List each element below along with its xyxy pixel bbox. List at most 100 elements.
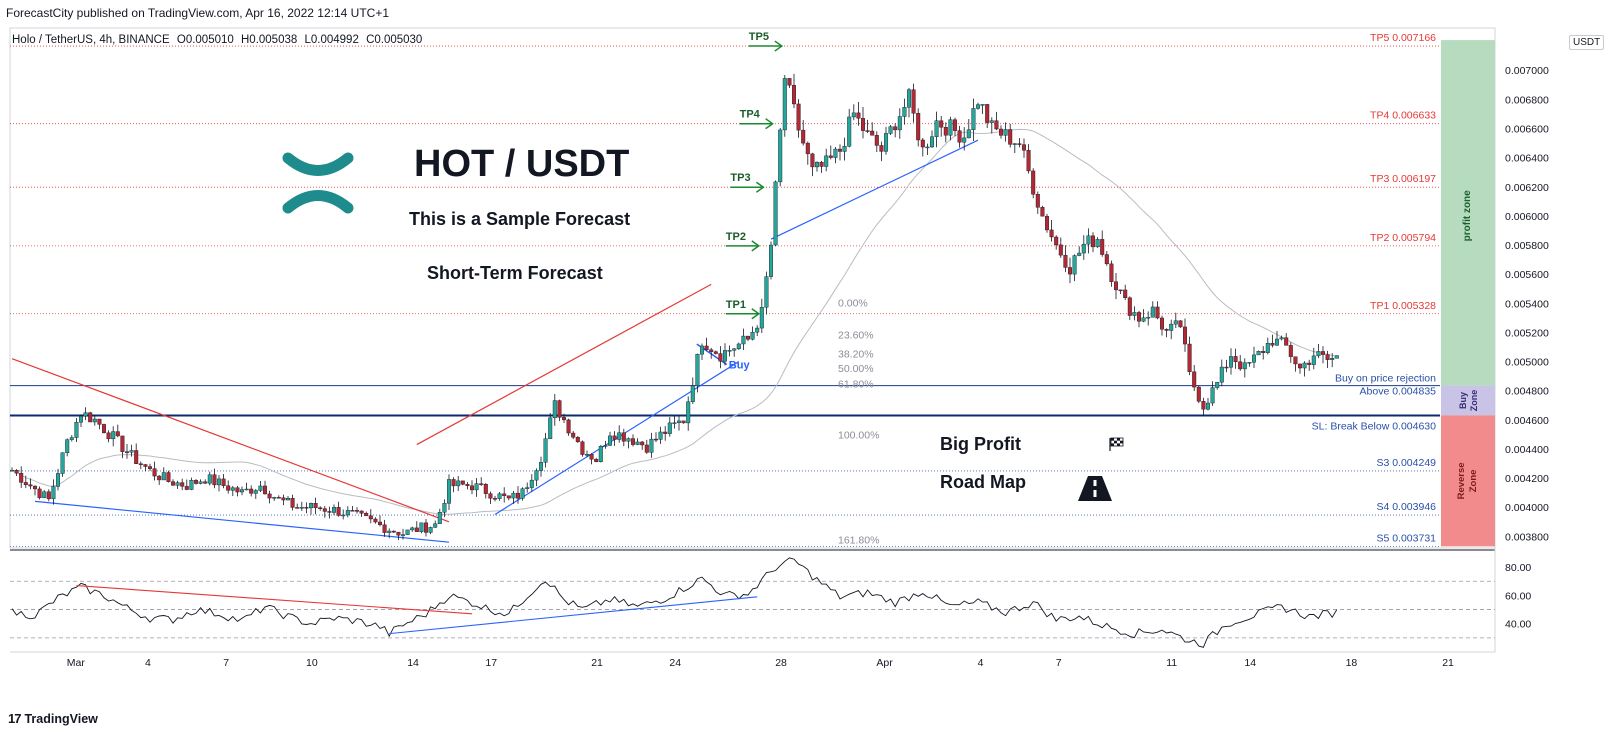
currency-badge[interactable]: USDT <box>1569 35 1605 50</box>
candle-body <box>884 133 889 152</box>
candle-body <box>276 497 281 499</box>
candle-body <box>216 478 221 486</box>
candle-body <box>193 480 198 484</box>
legend-open: O0.005010 <box>176 34 234 46</box>
profit-zone <box>1441 40 1495 386</box>
candle-body <box>1072 255 1077 275</box>
candle-body <box>1155 306 1160 319</box>
candle-body <box>1003 129 1008 136</box>
y-tick-label: 0.004000 <box>1505 502 1549 514</box>
candle-body <box>1040 207 1045 217</box>
candle-body <box>1169 323 1174 331</box>
candle-body <box>1242 362 1247 370</box>
candle-body <box>483 484 488 494</box>
candle-body <box>1127 297 1132 316</box>
candle-body <box>359 510 364 514</box>
candle-body <box>428 527 433 533</box>
candle-body <box>327 511 332 513</box>
candle-body <box>345 510 350 516</box>
y-tick-label: 0.006400 <box>1505 153 1549 165</box>
candle-body <box>1215 381 1220 388</box>
candle-body <box>1086 235 1091 245</box>
late-support-line <box>770 139 979 240</box>
candle-body <box>106 432 111 440</box>
candle-body <box>33 485 38 490</box>
y-tick-label: 0.005800 <box>1505 240 1549 252</box>
candle-body <box>19 472 24 483</box>
y-tick-label: 0.006000 <box>1505 211 1549 223</box>
candle-body <box>437 512 442 524</box>
candle-body <box>723 350 728 362</box>
candle-body <box>143 464 148 467</box>
fib-level-label: 100.00% <box>838 429 879 441</box>
candle-body <box>253 490 258 494</box>
candle-body <box>571 432 576 438</box>
candle-body <box>396 531 401 536</box>
candle-body <box>115 431 120 437</box>
candle-body <box>286 498 291 501</box>
tp-level-label: TP1 0.005328 <box>1370 300 1436 312</box>
tradingview-logo[interactable]: 17 TradingView <box>8 711 98 726</box>
x-tick-label: 11 <box>1166 657 1177 669</box>
candle-body <box>879 145 884 152</box>
candle-body <box>1022 144 1027 151</box>
candle-body <box>419 522 424 532</box>
candle-body <box>378 521 383 526</box>
y-tick-label: 0.006200 <box>1505 182 1549 194</box>
candle-body <box>442 503 447 513</box>
stop-loss-label: SL: Break Below 0.004630 <box>1312 420 1436 432</box>
candle-body <box>1182 326 1187 345</box>
candle-body <box>1012 143 1017 145</box>
candle-body <box>700 345 705 355</box>
tp-arrow: TP1 <box>725 299 761 320</box>
candle-body <box>686 401 691 424</box>
candle-body <box>138 463 143 465</box>
rising-channel-top-line <box>416 283 712 446</box>
x-tick-label: 7 <box>223 657 229 669</box>
candle-body <box>42 491 47 498</box>
candle-body <box>184 486 189 490</box>
tp-arrow-label: TP1 <box>726 299 746 311</box>
tradingview-mark-icon: 17 <box>8 711 22 726</box>
candle-body <box>1136 312 1141 322</box>
candle-body <box>309 503 314 509</box>
candle-body <box>129 450 134 453</box>
candle-body <box>410 527 415 531</box>
candle-body <box>833 148 838 158</box>
fib-level-label: 38.20% <box>838 349 874 361</box>
candle-body <box>69 437 74 440</box>
candle-body <box>1316 351 1321 357</box>
fib-level-label: 161.80% <box>838 534 879 546</box>
candle-body <box>511 492 516 499</box>
big-profit-label: Big Profit <box>940 434 1021 454</box>
tp-level-label: TP2 0.005794 <box>1370 232 1436 244</box>
short-term-label: Short-Term Forecast <box>427 263 603 283</box>
candle-body <box>672 422 677 424</box>
candle-body <box>350 510 355 512</box>
candle-body <box>985 104 990 123</box>
candle-body <box>1334 355 1339 359</box>
y-tick-label: 0.004600 <box>1505 415 1549 427</box>
x-tick-label: 10 <box>306 657 318 669</box>
candle-body <box>580 441 585 455</box>
candle-body <box>1265 343 1270 353</box>
y-tick-label: 0.004400 <box>1505 444 1549 456</box>
candle-body <box>529 479 534 488</box>
candle-body <box>166 472 171 482</box>
candle-body <box>272 497 277 499</box>
y-tick-label: 0.003800 <box>1505 531 1549 543</box>
candle-body <box>364 513 369 517</box>
candle-body <box>617 432 622 440</box>
candle-body <box>796 103 801 131</box>
candle-body <box>1035 194 1040 208</box>
candle-body <box>88 412 93 423</box>
candle-body <box>1251 354 1256 363</box>
x-tick-label: 4 <box>978 657 984 669</box>
candle-body <box>594 458 599 462</box>
candle-body <box>318 507 323 509</box>
candle-body <box>322 508 327 512</box>
candle-body <box>239 489 244 493</box>
candle-body <box>203 481 208 484</box>
candle-body <box>1173 320 1178 325</box>
